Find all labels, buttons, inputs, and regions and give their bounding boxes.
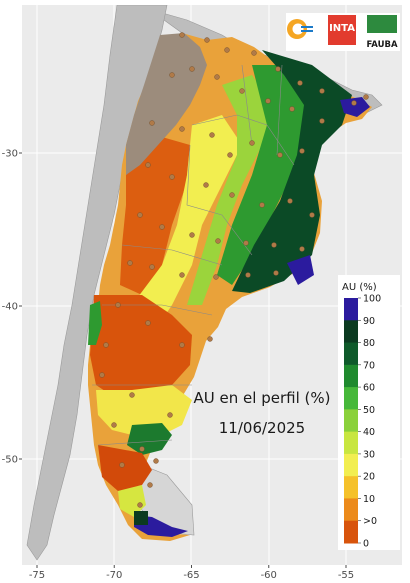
legend-label: 20 xyxy=(363,472,375,483)
moisture-field xyxy=(88,33,370,537)
station-dots xyxy=(99,32,369,508)
y-tick-label: -30 xyxy=(2,149,18,160)
y-tick-label: -50 xyxy=(2,455,18,466)
logos: INTA FAUBA xyxy=(286,13,400,51)
inta-logo-icon xyxy=(328,15,356,39)
fauba-logo-text: FAUBA xyxy=(366,40,398,50)
legend-swatch xyxy=(344,364,358,388)
y-tick-label: -40 xyxy=(2,302,18,313)
legend-swatch xyxy=(344,342,358,366)
map-canvas: AU en el perfil (%) 11/06/2025 AU (%) 10… xyxy=(22,5,402,565)
legend-label: 60 xyxy=(363,383,375,394)
x-axis-ticks: -75 -70 -65 -60 -55 xyxy=(29,565,354,581)
legend-label: >0 xyxy=(363,516,377,527)
province-borders xyxy=(92,64,295,446)
legend-swatch xyxy=(344,409,358,433)
legend-label: 50 xyxy=(363,405,375,416)
legend-swatch xyxy=(344,498,358,522)
inta-logo-text: INTA xyxy=(329,23,355,34)
legend-label: 90 xyxy=(363,316,375,327)
legend-labels: 100 90 80 70 60 50 40 30 20 10 >0 0 xyxy=(358,294,381,550)
legend-label: 10 xyxy=(363,494,375,505)
legend-title: AU (%) xyxy=(342,282,377,293)
x-tick-label: -65 xyxy=(183,570,199,581)
map-title: AU en el perfil (%) xyxy=(194,389,331,407)
legend-label: 100 xyxy=(363,294,381,305)
legend-swatch xyxy=(344,431,358,455)
x-tick-label: -75 xyxy=(29,570,45,581)
legend-swatch xyxy=(344,387,358,410)
legend-label: 70 xyxy=(363,360,375,371)
legend-swatch xyxy=(344,320,358,344)
fauba-logo-icon xyxy=(367,15,397,33)
legend-label: 80 xyxy=(363,338,375,349)
legend-swatch xyxy=(344,298,358,321)
legend-label: 30 xyxy=(363,449,375,460)
legend-swatch xyxy=(344,520,358,544)
x-tick-label: -60 xyxy=(261,570,277,581)
legend-swatch xyxy=(344,453,358,477)
x-tick-label: -70 xyxy=(106,570,122,581)
y-axis-ticks: -30 -40 -50 xyxy=(2,149,22,466)
x-tick-label: -55 xyxy=(338,570,354,581)
legend-label: 0 xyxy=(363,539,369,550)
legend-label: 40 xyxy=(363,427,375,438)
legend-colorbar xyxy=(344,298,358,544)
legend-swatch xyxy=(344,476,358,499)
map-date: 11/06/2025 xyxy=(219,419,305,437)
legend: AU (%) 100 90 80 70 60 50 40 30 20 10 >0 0 xyxy=(338,275,400,550)
map-panel: AU en el perfil (%) 11/06/2025 AU (%) 10… xyxy=(22,5,402,565)
